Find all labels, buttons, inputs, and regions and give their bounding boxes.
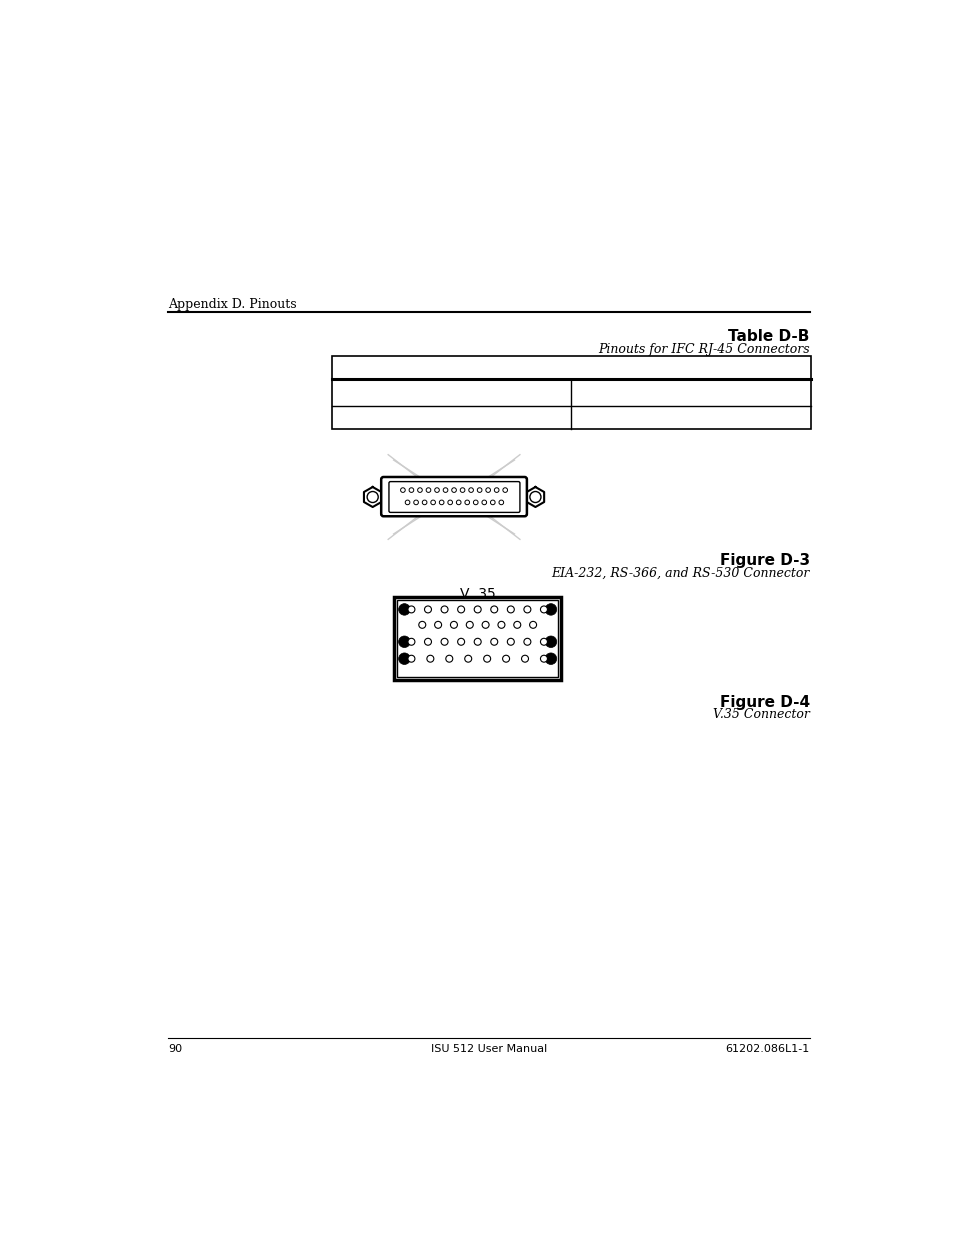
Text: Figure D-3: Figure D-3 <box>719 553 809 568</box>
Circle shape <box>459 488 464 493</box>
Circle shape <box>523 638 530 645</box>
Circle shape <box>445 656 453 662</box>
Circle shape <box>523 606 530 613</box>
Text: V.35 Connector: V.35 Connector <box>712 708 809 721</box>
Bar <box>332 356 810 430</box>
Circle shape <box>408 656 415 662</box>
Circle shape <box>405 500 410 505</box>
Circle shape <box>514 621 520 629</box>
Circle shape <box>457 638 464 645</box>
Circle shape <box>485 488 490 493</box>
Circle shape <box>497 621 504 629</box>
Circle shape <box>398 604 410 615</box>
Circle shape <box>439 500 443 505</box>
Circle shape <box>476 488 481 493</box>
Circle shape <box>398 653 410 664</box>
Bar <box>397 600 558 677</box>
Circle shape <box>443 488 447 493</box>
Circle shape <box>540 638 547 645</box>
Circle shape <box>483 656 490 662</box>
Circle shape <box>417 488 422 493</box>
Circle shape <box>450 621 456 629</box>
Circle shape <box>490 500 495 505</box>
Circle shape <box>408 638 415 645</box>
Circle shape <box>414 500 418 505</box>
Circle shape <box>440 606 448 613</box>
Circle shape <box>447 500 452 505</box>
Text: 61202.086L1-1: 61202.086L1-1 <box>725 1044 809 1053</box>
Circle shape <box>540 606 547 613</box>
Circle shape <box>418 621 425 629</box>
Circle shape <box>457 606 464 613</box>
Text: Table D-B: Table D-B <box>728 330 809 345</box>
Circle shape <box>529 492 540 503</box>
Circle shape <box>540 656 547 662</box>
Circle shape <box>452 488 456 493</box>
Circle shape <box>426 656 434 662</box>
Circle shape <box>490 606 497 613</box>
Circle shape <box>481 500 486 505</box>
Circle shape <box>466 621 473 629</box>
Circle shape <box>426 488 431 493</box>
Text: Appendix D. Pinouts: Appendix D. Pinouts <box>168 299 296 311</box>
Circle shape <box>502 656 509 662</box>
Circle shape <box>544 604 557 615</box>
Text: Pinouts for IFC RJ-45 Connectors: Pinouts for IFC RJ-45 Connectors <box>598 343 809 356</box>
Circle shape <box>367 492 377 503</box>
Circle shape <box>490 638 497 645</box>
Bar <box>394 597 560 680</box>
Circle shape <box>544 636 557 647</box>
FancyBboxPatch shape <box>381 477 526 516</box>
Circle shape <box>474 638 480 645</box>
Circle shape <box>529 621 536 629</box>
Circle shape <box>464 500 469 505</box>
Text: V .35: V .35 <box>459 587 495 601</box>
FancyBboxPatch shape <box>389 482 519 513</box>
Circle shape <box>521 656 528 662</box>
Circle shape <box>473 500 477 505</box>
Circle shape <box>474 606 480 613</box>
Circle shape <box>544 653 557 664</box>
Circle shape <box>494 488 498 493</box>
Circle shape <box>464 656 471 662</box>
Circle shape <box>409 488 414 493</box>
Circle shape <box>408 606 415 613</box>
Circle shape <box>468 488 473 493</box>
Text: Figure D-4: Figure D-4 <box>719 695 809 710</box>
Circle shape <box>424 638 431 645</box>
Circle shape <box>431 500 435 505</box>
Circle shape <box>456 500 460 505</box>
Circle shape <box>435 488 439 493</box>
Circle shape <box>424 606 431 613</box>
Circle shape <box>398 636 410 647</box>
Circle shape <box>481 621 489 629</box>
Text: ISU 512 User Manual: ISU 512 User Manual <box>431 1044 546 1053</box>
Circle shape <box>400 488 405 493</box>
Circle shape <box>435 621 441 629</box>
Text: 90: 90 <box>168 1044 182 1053</box>
Circle shape <box>440 638 448 645</box>
Circle shape <box>507 638 514 645</box>
Circle shape <box>422 500 427 505</box>
Circle shape <box>498 500 503 505</box>
Circle shape <box>502 488 507 493</box>
Text: EIA-232, RS-366, and RS-530 Connector: EIA-232, RS-366, and RS-530 Connector <box>551 567 809 579</box>
Circle shape <box>507 606 514 613</box>
